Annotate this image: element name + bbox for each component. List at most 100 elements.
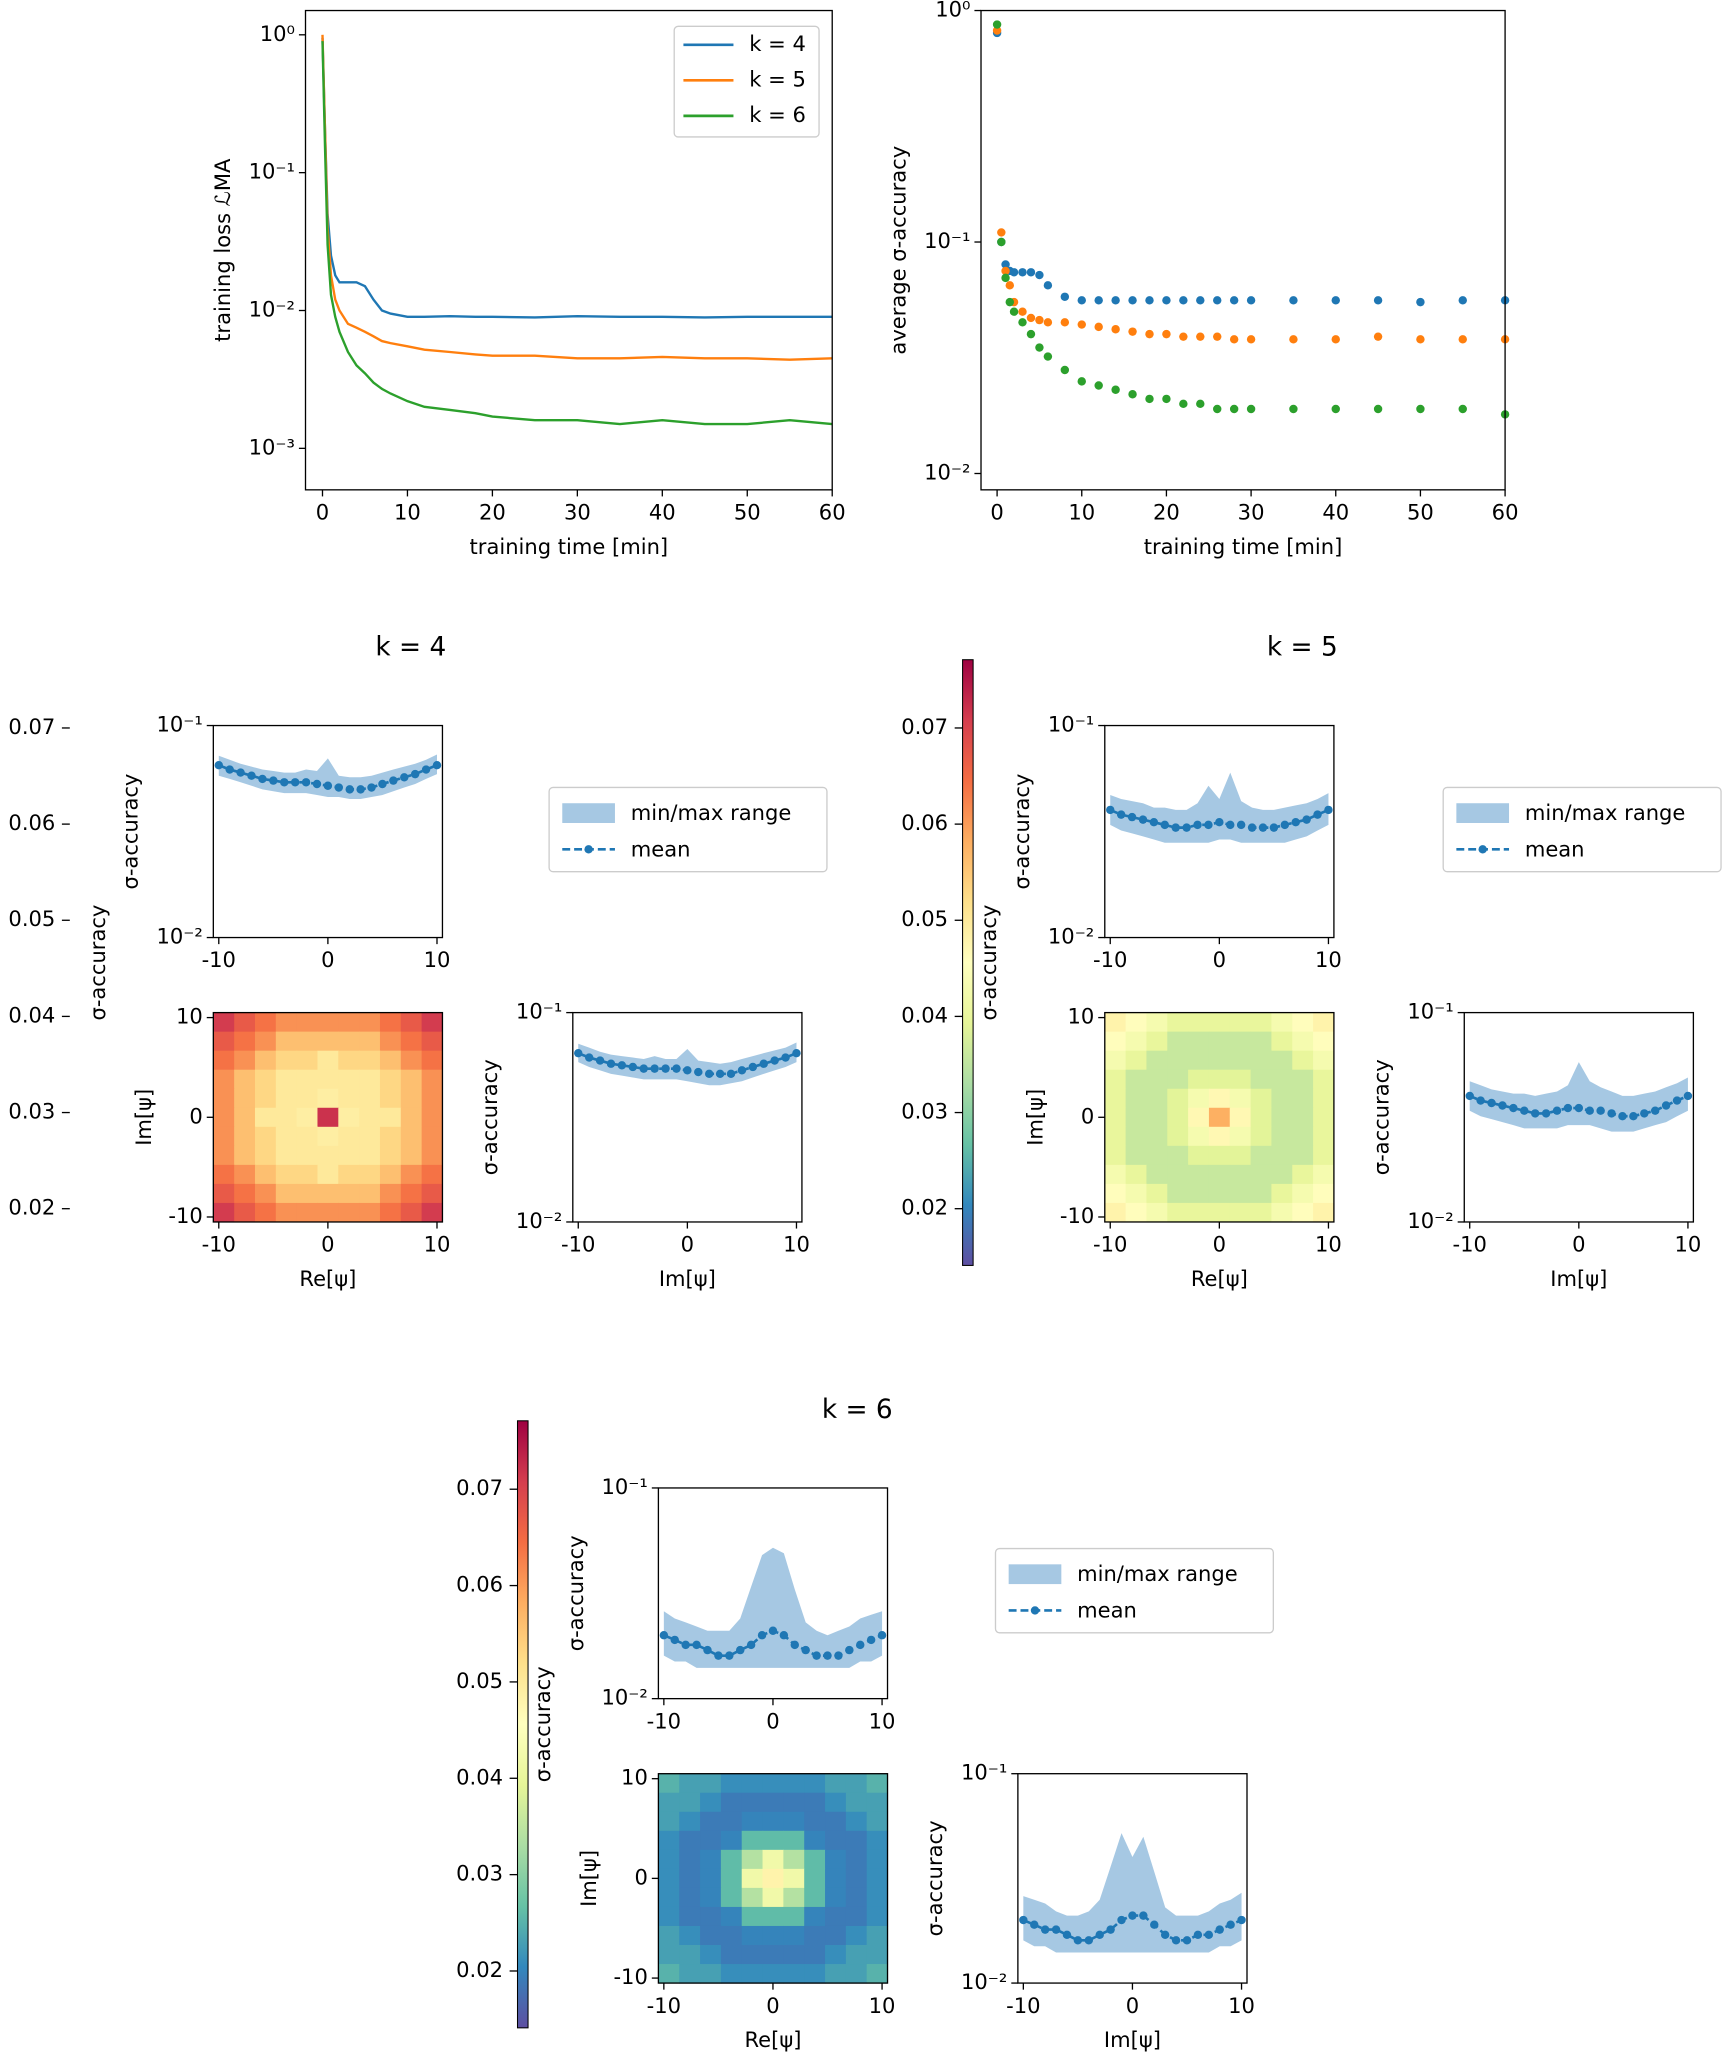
heatmap-cell: [679, 1811, 701, 1832]
heatmap-cell: [254, 1164, 277, 1185]
heatmap-cell: [421, 1107, 443, 1128]
heatmap-cell: [1146, 1031, 1168, 1052]
heatmap-cell: [658, 1830, 680, 1851]
y-tick-label: 10: [176, 1004, 203, 1029]
heatmap-cell: [866, 1830, 889, 1851]
scatter-point: [1077, 296, 1086, 305]
heatmap-cell: [866, 1773, 889, 1794]
heatmap-cell: [783, 1945, 805, 1965]
mean-point: [1498, 1101, 1507, 1110]
colorbar-tick-label: 0.03: [901, 1099, 948, 1124]
heatmap-cell: [1104, 1069, 1127, 1090]
heatmap-cell: [700, 1792, 722, 1813]
mean-point: [1117, 1915, 1126, 1925]
heatmap-cell: [1125, 1107, 1147, 1128]
heatmap-cell: [1229, 1088, 1252, 1109]
x-tick-label: 10: [1228, 1993, 1255, 2018]
heatmap-cell: [359, 1012, 381, 1033]
heatmap-cell: [275, 1107, 298, 1128]
heatmap-cell: [783, 1773, 805, 1794]
mean-point: [1160, 820, 1170, 830]
colorbar-tick-label: 0.05: [456, 1668, 503, 1693]
heatmap-cell: [720, 1906, 743, 1927]
heatmap-cell: [338, 1107, 360, 1128]
heatmap-cell: [1167, 1202, 1189, 1223]
scatter-point: [1077, 377, 1086, 386]
heatmap-cell: [679, 1906, 701, 1927]
heatmap-cell: [1104, 1031, 1127, 1052]
heatmap-cell: [741, 1792, 764, 1813]
axes-frame: [1104, 1011, 1335, 1223]
heatmap-cell: [658, 1964, 680, 1984]
scatter-point: [1373, 296, 1383, 305]
heatmap-cell: [658, 1868, 680, 1889]
y-tick-label: -10: [1060, 1203, 1094, 1228]
mean-point: [1193, 820, 1202, 830]
heatmap-cell: [1167, 1126, 1189, 1147]
heatmap-cell: [359, 1107, 381, 1128]
heatmap-cell: [275, 1126, 298, 1147]
heatmap-cell: [1188, 1031, 1210, 1052]
heatmap-cell: [1313, 1012, 1335, 1033]
heatmap-cell: [1104, 1107, 1127, 1128]
mean-point: [617, 1061, 627, 1070]
colorbar-tick-label: 0.02: [8, 1195, 55, 1220]
heatmap-cell: [1146, 1164, 1168, 1185]
heatmap-cell: [275, 1145, 298, 1166]
heatmap-cell: [825, 1792, 847, 1813]
x-tick-label: 60: [1492, 500, 1519, 525]
mean-point: [1204, 1930, 1214, 1940]
heatmap-cell: [1250, 1088, 1272, 1109]
legend-patch: [1456, 803, 1510, 823]
mean-point: [628, 1062, 638, 1072]
heatmap-cell: [275, 1164, 298, 1185]
series-line: [321, 37, 833, 319]
heatmap-cell: [1208, 1107, 1231, 1128]
mean-point: [1629, 1111, 1638, 1121]
heatmap-cell: [1229, 1145, 1252, 1166]
heatmap-cell: [1313, 1069, 1335, 1090]
legend-label: min/max range: [1077, 1561, 1238, 1586]
heatmap-cell: [845, 1773, 868, 1794]
mean-point: [1618, 1111, 1627, 1121]
heatmap-cell: [1271, 1164, 1293, 1185]
heatmap-cell: [783, 1849, 805, 1870]
heatmap-cell: [1292, 1126, 1314, 1147]
mean-point: [1509, 1103, 1518, 1113]
mean-point: [345, 785, 354, 794]
heatmap-cell: [275, 1012, 298, 1033]
heatmap-cell: [359, 1031, 381, 1052]
colorbar-label: σ-accuracy: [85, 905, 110, 1021]
scatter-point: [1128, 390, 1137, 399]
axes-frame: [572, 1011, 803, 1223]
heatmap-cell: [379, 1183, 402, 1204]
scatter-point: [1289, 335, 1298, 344]
mean-point: [1226, 820, 1235, 830]
colorbar-tick-label: 0.06: [901, 810, 948, 835]
y-tick-label: 10⁻¹: [156, 712, 202, 737]
heatmap-cell: [866, 1792, 889, 1813]
heatmap-cell: [1125, 1183, 1147, 1204]
heatmap-cell: [1125, 1031, 1147, 1052]
heatmap-cell: [1208, 1012, 1231, 1033]
heatmap-cell: [234, 1050, 256, 1071]
x-tick-label: 10: [394, 500, 421, 525]
scatter-point: [1373, 332, 1383, 341]
scatter-point: [1213, 296, 1222, 305]
range-band: [1023, 1833, 1242, 1953]
colorbar-label: σ-accuracy: [976, 905, 1001, 1021]
heatmap-cell: [1271, 1050, 1293, 1071]
heatmap-cell: [1292, 1145, 1314, 1166]
heatmap-cell: [254, 1069, 277, 1090]
heatmap-cell: [296, 1183, 319, 1204]
mean-point: [639, 1064, 648, 1073]
heatmap-cell: [213, 1012, 235, 1033]
mean-point: [356, 785, 365, 794]
heatmap-cell: [1271, 1126, 1293, 1147]
heatmap-cell: [296, 1069, 319, 1090]
heatmap-cell: [1208, 1031, 1231, 1052]
scatter-point: [1179, 332, 1188, 341]
heatmap-cell: [1271, 1012, 1293, 1033]
mean-point: [1552, 1106, 1562, 1115]
heatmap-cell: [1167, 1088, 1189, 1109]
